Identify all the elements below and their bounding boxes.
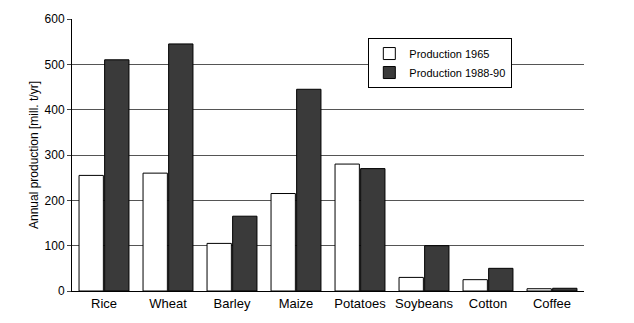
svg-text:300: 300: [45, 148, 65, 162]
svg-text:Production 1988-90: Production 1988-90: [409, 67, 505, 79]
svg-text:Potatoes: Potatoes: [334, 296, 386, 311]
svg-text:500: 500: [45, 58, 65, 72]
svg-text:Cotton: Cotton: [469, 296, 507, 311]
svg-text:100: 100: [45, 239, 65, 253]
svg-text:Barley: Barley: [214, 296, 251, 311]
svg-text:200: 200: [45, 194, 65, 208]
svg-text:Rice: Rice: [91, 296, 117, 311]
svg-text:Annual production [mill. t/yr]: Annual production [mill. t/yr]: [27, 81, 41, 229]
svg-text:Wheat: Wheat: [149, 296, 187, 311]
svg-text:400: 400: [45, 103, 65, 117]
svg-text:Production 1965: Production 1965: [409, 48, 489, 60]
svg-text:600: 600: [45, 12, 65, 26]
svg-text:Maize: Maize: [279, 296, 314, 311]
svg-text:0: 0: [58, 284, 65, 298]
svg-text:Coffee: Coffee: [533, 296, 571, 311]
svg-text:Soybeans: Soybeans: [395, 296, 453, 311]
